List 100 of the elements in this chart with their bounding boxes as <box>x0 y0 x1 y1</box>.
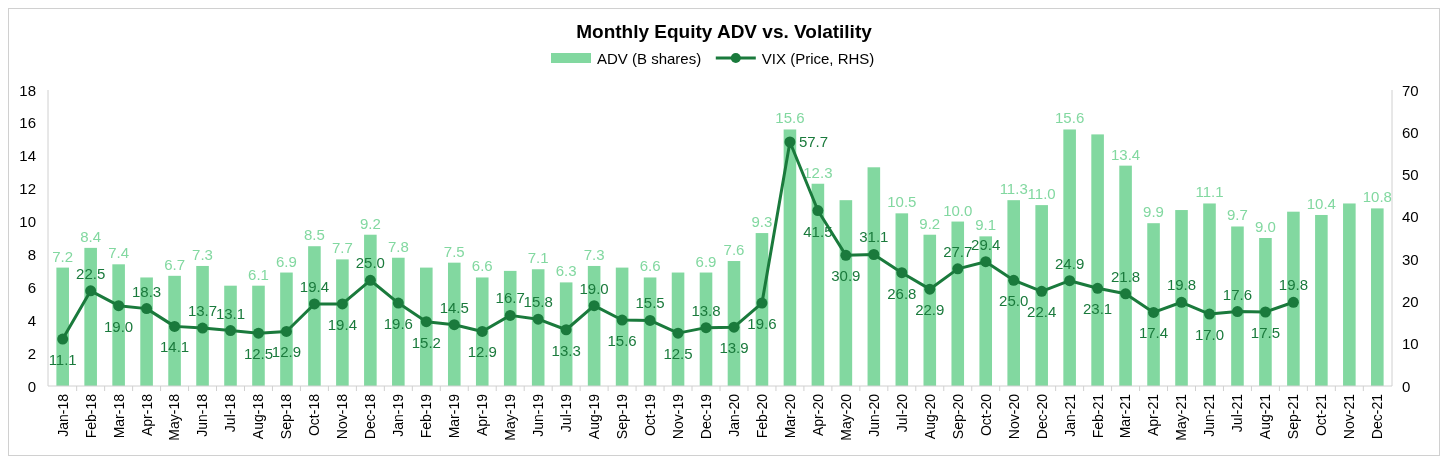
x-tick-label: Aug-21 <box>1257 393 1274 440</box>
point <box>980 256 992 268</box>
data-label: 23.1 <box>1083 300 1113 318</box>
x-tick-label: Apr-19 <box>474 393 491 437</box>
x-tick-label: Dec-21 <box>1369 393 1386 440</box>
x-tick-label: Jun-18 <box>194 393 211 437</box>
data-label: 31.1 <box>859 228 889 246</box>
point <box>672 327 684 339</box>
data-label: 22.9 <box>915 301 945 319</box>
x-tick-label: Dec-20 <box>1033 393 1050 440</box>
x-tick-label: Oct-20 <box>977 393 994 437</box>
y-tick-label: 4 <box>27 311 36 329</box>
point <box>896 267 908 279</box>
point <box>1120 288 1132 300</box>
point <box>252 327 264 339</box>
x-tick-label: Aug-20 <box>921 393 938 440</box>
point <box>1287 296 1299 308</box>
point <box>1231 306 1243 318</box>
x-tick-label: Jun-19 <box>530 393 547 437</box>
data-label: 15.2 <box>411 333 441 351</box>
bar <box>1315 214 1328 386</box>
point <box>448 319 460 331</box>
data-label: 6.6 <box>471 257 493 275</box>
data-label: 15.8 <box>523 293 553 311</box>
point <box>560 324 572 336</box>
data-label: 19.0 <box>579 279 609 297</box>
point <box>1036 285 1048 297</box>
data-label: 13.8 <box>691 301 721 319</box>
data-label: 57.7 <box>798 133 829 151</box>
data-label: 12.5 <box>663 345 693 363</box>
x-tick-label: Apr-21 <box>1145 393 1162 437</box>
data-label: 8.5 <box>303 226 325 244</box>
data-label: 7.5 <box>443 242 465 260</box>
data-label: 17.0 <box>1194 326 1225 344</box>
data-label: 7.8 <box>387 237 409 255</box>
x-tick-label: Feb-20 <box>753 393 770 439</box>
data-label: 9.7 <box>1227 206 1248 224</box>
data-label: 19.8 <box>1278 276 1308 294</box>
y2-tick-label: 10 <box>1402 335 1419 353</box>
point <box>924 283 936 295</box>
point <box>85 285 97 297</box>
data-label: 6.6 <box>639 257 661 275</box>
x-tick-label: Aug-19 <box>586 393 603 440</box>
point <box>840 249 852 261</box>
point <box>197 322 209 334</box>
point <box>952 263 964 275</box>
point <box>169 320 181 332</box>
data-label: 7.7 <box>331 239 353 257</box>
y2-tick-label: 50 <box>1402 166 1419 184</box>
chart-title: Monthly Equity ADV vs. Volatility <box>576 21 873 42</box>
x-tick-label: Nov-19 <box>669 393 686 440</box>
x-tick-label: Jun-20 <box>865 393 882 437</box>
data-label: 12.9 <box>467 343 497 361</box>
data-label: 9.9 <box>1143 203 1164 221</box>
point <box>728 321 740 333</box>
x-tick-label: Oct-18 <box>306 393 323 437</box>
data-label: 7.2 <box>52 247 74 265</box>
data-label: 18.3 <box>132 282 162 300</box>
x-tick-label: May-21 <box>1173 393 1190 441</box>
x-tick-label: Sep-18 <box>278 393 295 440</box>
y-tick-label: 12 <box>19 180 36 198</box>
data-label: 25.0 <box>355 254 385 272</box>
point <box>308 298 320 310</box>
data-label: 9.1 <box>975 216 997 234</box>
data-label: 15.6 <box>607 332 637 350</box>
x-tick-label: Oct-19 <box>641 393 658 437</box>
data-label: 6.3 <box>555 262 577 280</box>
data-label: 25.0 <box>999 292 1029 310</box>
data-label: 11.1 <box>48 351 77 369</box>
point <box>364 274 376 286</box>
point <box>868 248 880 260</box>
data-label: 16.7 <box>495 289 525 307</box>
data-label: 7.4 <box>108 244 130 262</box>
data-label: 7.1 <box>527 249 549 267</box>
point <box>336 298 348 310</box>
point <box>280 325 292 337</box>
y2-tick-label: 40 <box>1402 208 1419 226</box>
data-label: 10.8 <box>1362 188 1392 206</box>
point <box>1203 308 1215 320</box>
data-label: 9.2 <box>359 214 381 232</box>
point <box>812 205 824 217</box>
data-label: 14.5 <box>439 298 469 316</box>
data-label: 6.1 <box>248 265 269 283</box>
point <box>588 300 600 312</box>
data-label: 9.2 <box>919 214 941 232</box>
x-tick-label: Nov-21 <box>1341 393 1358 440</box>
y-tick-label: 0 <box>27 377 36 395</box>
y-tick-label: 16 <box>19 114 36 132</box>
x-tick-label: Jan-20 <box>725 393 742 437</box>
data-label: 27.7 <box>943 242 973 260</box>
point <box>700 322 712 334</box>
x-tick-label: Sep-21 <box>1285 393 1302 440</box>
point <box>225 325 237 337</box>
point <box>756 297 768 309</box>
x-tick-label: Feb-21 <box>1089 393 1106 439</box>
data-label: 9.3 <box>751 213 773 231</box>
x-tick-label: May-20 <box>837 393 854 441</box>
y2-tick-label: 70 <box>1402 81 1419 99</box>
data-label: 17.5 <box>1250 324 1281 341</box>
data-label: 15.5 <box>635 294 665 312</box>
